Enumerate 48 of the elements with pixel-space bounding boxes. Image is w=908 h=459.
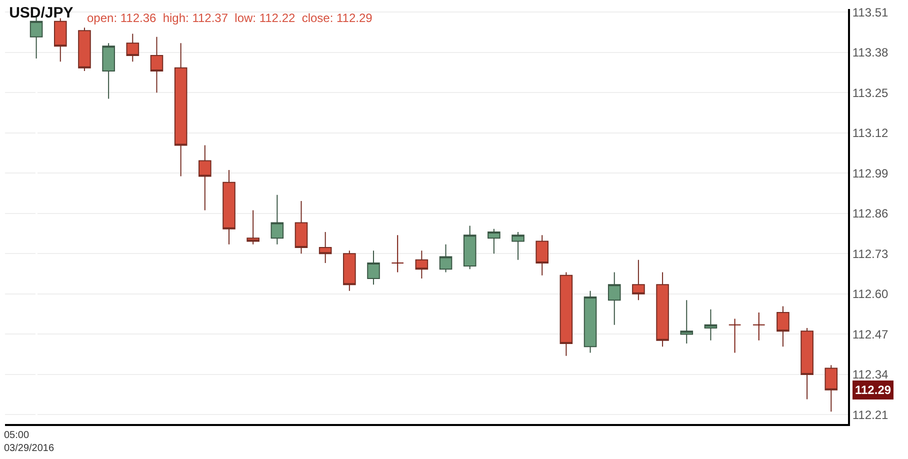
candlestick	[150, 36, 164, 94]
y-tick-label: 112.99	[852, 166, 889, 180]
y-tick-label: 112.47	[852, 327, 889, 342]
text: 112.29	[855, 383, 892, 397]
y-tick-label: 112.21	[852, 408, 889, 422]
annotation: open: 112.36 high: 112.37 low: 112.22 close: 112.29	[87, 11, 373, 25]
candlestick	[343, 250, 356, 292]
candlestick	[246, 210, 260, 245]
candlestick	[367, 250, 380, 286]
y-tick-label: 112.60	[852, 287, 889, 302]
y-tick-label: 112.86	[852, 206, 889, 221]
y-tick-label: 112.73	[852, 246, 889, 261]
candlestick	[174, 42, 188, 177]
chart-title: USD/JPY	[9, 4, 74, 22]
candlestick	[800, 327, 814, 400]
candlestick	[318, 231, 332, 264]
y-tick-label: 113.51	[852, 5, 889, 20]
candlestick	[584, 290, 597, 354]
y-tick-label: 112.34	[852, 368, 889, 382]
candlestick	[752, 312, 766, 341]
candlestick	[512, 231, 524, 260]
text: 05:00 03/29/2016	[4, 430, 54, 454]
candlestick	[439, 244, 452, 273]
candlestick	[270, 194, 284, 245]
candlestick	[391, 234, 404, 273]
y-tick-label: 113.25	[852, 86, 889, 100]
candlestick	[294, 200, 308, 254]
candlestick	[608, 272, 621, 326]
candlestick	[54, 18, 67, 62]
candlestick	[415, 250, 428, 279]
candlestick	[728, 318, 742, 354]
candlestick	[463, 225, 476, 270]
candlestick	[78, 27, 91, 72]
candlestick	[704, 308, 718, 341]
candlestick	[126, 33, 140, 62]
candlestick	[776, 306, 790, 348]
y-tick-label: 113.12	[852, 126, 889, 140]
candlestick	[632, 259, 645, 301]
candlestick	[198, 144, 212, 211]
y-tick-label: 113.38	[852, 46, 889, 60]
candlestick	[656, 272, 669, 348]
candlestick	[560, 272, 573, 356]
candlestick	[222, 170, 236, 245]
candlestick	[680, 300, 694, 344]
candlestick	[536, 234, 549, 276]
candlestick	[824, 364, 838, 412]
candlestick	[488, 228, 500, 254]
candlestick	[102, 42, 115, 100]
